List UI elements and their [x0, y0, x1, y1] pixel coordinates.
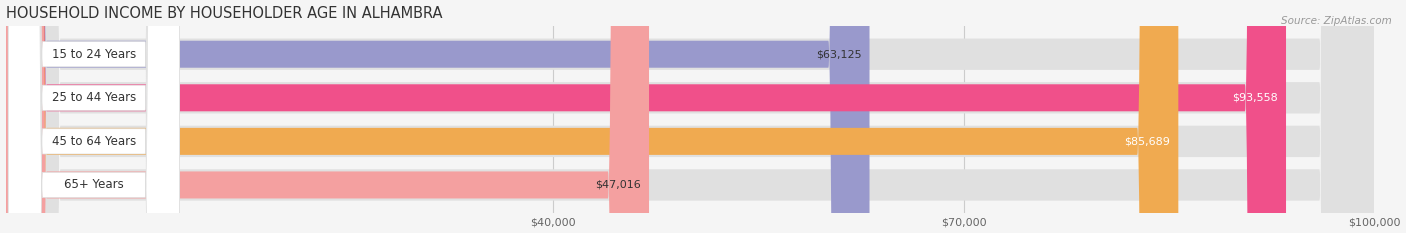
FancyBboxPatch shape [6, 0, 1286, 233]
FancyBboxPatch shape [6, 0, 650, 233]
Text: $85,689: $85,689 [1125, 136, 1170, 146]
Text: 25 to 44 Years: 25 to 44 Years [52, 91, 136, 104]
FancyBboxPatch shape [8, 0, 180, 233]
FancyBboxPatch shape [6, 0, 1374, 233]
Text: 15 to 24 Years: 15 to 24 Years [52, 48, 136, 61]
Text: HOUSEHOLD INCOME BY HOUSEHOLDER AGE IN ALHAMBRA: HOUSEHOLD INCOME BY HOUSEHOLDER AGE IN A… [6, 6, 441, 21]
FancyBboxPatch shape [8, 0, 180, 233]
FancyBboxPatch shape [8, 0, 180, 233]
Text: Source: ZipAtlas.com: Source: ZipAtlas.com [1281, 16, 1392, 26]
Text: 45 to 64 Years: 45 to 64 Years [52, 135, 136, 148]
FancyBboxPatch shape [6, 0, 1374, 233]
Text: $47,016: $47,016 [595, 180, 641, 190]
Text: 65+ Years: 65+ Years [63, 178, 124, 192]
FancyBboxPatch shape [6, 0, 1374, 233]
FancyBboxPatch shape [6, 0, 1374, 233]
Text: $93,558: $93,558 [1232, 93, 1278, 103]
FancyBboxPatch shape [6, 0, 869, 233]
Text: $63,125: $63,125 [815, 49, 862, 59]
FancyBboxPatch shape [6, 0, 1178, 233]
FancyBboxPatch shape [8, 0, 180, 233]
